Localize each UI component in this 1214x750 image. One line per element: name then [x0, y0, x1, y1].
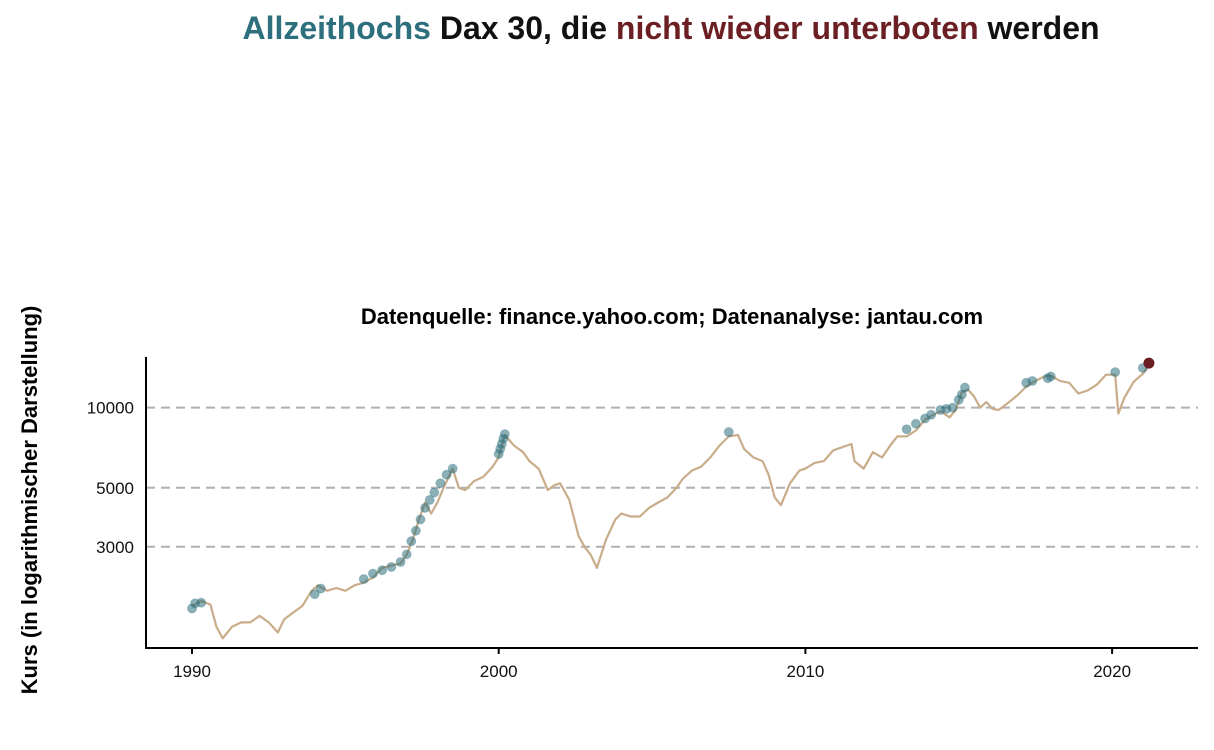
chart-subtitle: Datenquelle: finance.yahoo.com; Datenana… [360, 304, 984, 329]
title-ath: Allzeithochs [242, 10, 431, 46]
dax-price-line [191, 364, 1150, 640]
ath-point [441, 469, 452, 480]
ath-point [309, 589, 320, 600]
x-tick-label: 2010 [787, 662, 825, 681]
title-highlight: nicht wieder unterboten [615, 10, 979, 46]
ath-point [401, 549, 412, 560]
ath-point [959, 382, 970, 393]
ath-point [410, 525, 421, 536]
ath-point [499, 429, 510, 440]
ath-point [367, 568, 378, 579]
ath-point [1027, 375, 1038, 386]
ath-point [395, 557, 406, 568]
ath-point [447, 463, 458, 474]
ath-point [723, 427, 734, 438]
final-ath-point [1143, 357, 1155, 369]
ath-point [196, 597, 207, 608]
title-middle: Dax 30, die [430, 10, 616, 46]
ath-point [424, 494, 435, 505]
ath-point [377, 565, 388, 576]
ath-point [358, 574, 369, 585]
ath-point [1045, 371, 1056, 382]
y-tick-label: 3000 [96, 538, 134, 557]
ath-point [415, 514, 426, 525]
x-tick-label: 2000 [480, 662, 518, 681]
ath-point [910, 418, 921, 429]
ath-point [386, 561, 397, 572]
ath-point [429, 487, 440, 498]
ath-point [420, 502, 431, 513]
ath-point [926, 409, 937, 420]
ath-point [406, 536, 417, 547]
x-tick-label: 2020 [1093, 662, 1131, 681]
title-end: werden [978, 10, 1100, 46]
ath-point [1110, 367, 1121, 378]
ath-point [901, 424, 912, 435]
y-tick-label: 5000 [96, 479, 134, 498]
ath-point [435, 478, 446, 489]
chart-title: Allzeithochs Dax 30, die nicht wieder un… [0, 10, 1214, 47]
x-tick-label: 1990 [173, 662, 211, 681]
ath-point [315, 583, 326, 594]
y-tick-label: 10000 [87, 399, 134, 418]
ath-point [947, 402, 958, 413]
